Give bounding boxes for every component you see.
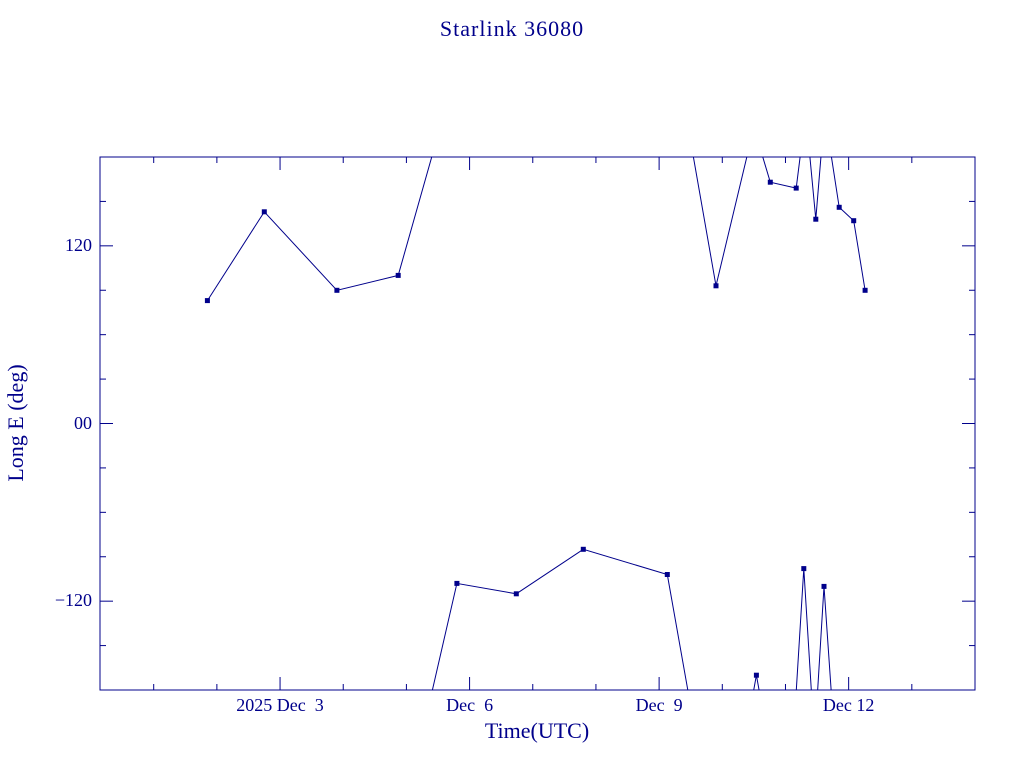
x-tick-label: Dec 12 bbox=[822, 695, 875, 715]
data-point-marker bbox=[664, 572, 670, 577]
data-point-marker bbox=[261, 209, 267, 215]
data-point-marker bbox=[862, 287, 868, 293]
x-tick-label: 2025 Dec 3 bbox=[236, 695, 324, 715]
plot-frame bbox=[99, 156, 976, 691]
data-point-marker bbox=[836, 204, 842, 210]
data-point-marker bbox=[753, 672, 759, 678]
data-point-marker bbox=[513, 591, 519, 597]
y-tick-label: 00 bbox=[74, 412, 92, 433]
data-point-marker bbox=[204, 298, 210, 304]
data-point-marker bbox=[813, 216, 819, 222]
data-point-marker bbox=[713, 283, 719, 289]
data-series-segment bbox=[692, 157, 866, 291]
data-point-marker bbox=[801, 566, 807, 572]
data-point-marker bbox=[580, 546, 586, 552]
data-series-segment bbox=[206, 157, 433, 301]
data-series-segment bbox=[753, 675, 760, 690]
x-tick-label: Dec 6 bbox=[446, 695, 494, 715]
data-point-marker bbox=[334, 287, 340, 293]
x-axis-title: Time(UTC) bbox=[484, 718, 590, 743]
chart-title: Starlink 36080 bbox=[439, 16, 585, 41]
data-point-marker bbox=[793, 185, 799, 191]
data-series-segment bbox=[431, 548, 689, 690]
data-series-segment bbox=[817, 586, 832, 690]
data-series-segment bbox=[795, 568, 812, 690]
data-point-marker bbox=[851, 218, 857, 224]
y-tick-label: 120 bbox=[65, 234, 92, 255]
data-point-marker bbox=[454, 580, 460, 586]
data-layer bbox=[204, 157, 868, 690]
y-tick-label: −120 bbox=[54, 590, 92, 611]
data-point-marker bbox=[767, 179, 773, 185]
data-point-marker bbox=[395, 272, 401, 278]
x-tick-label: Dec 9 bbox=[635, 695, 683, 715]
data-point-marker bbox=[821, 583, 827, 589]
